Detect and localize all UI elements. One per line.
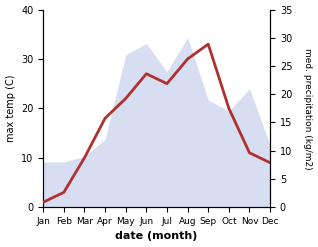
X-axis label: date (month): date (month) [115,231,198,242]
Y-axis label: med. precipitation (kg/m2): med. precipitation (kg/m2) [303,48,313,169]
Y-axis label: max temp (C): max temp (C) [5,75,16,142]
